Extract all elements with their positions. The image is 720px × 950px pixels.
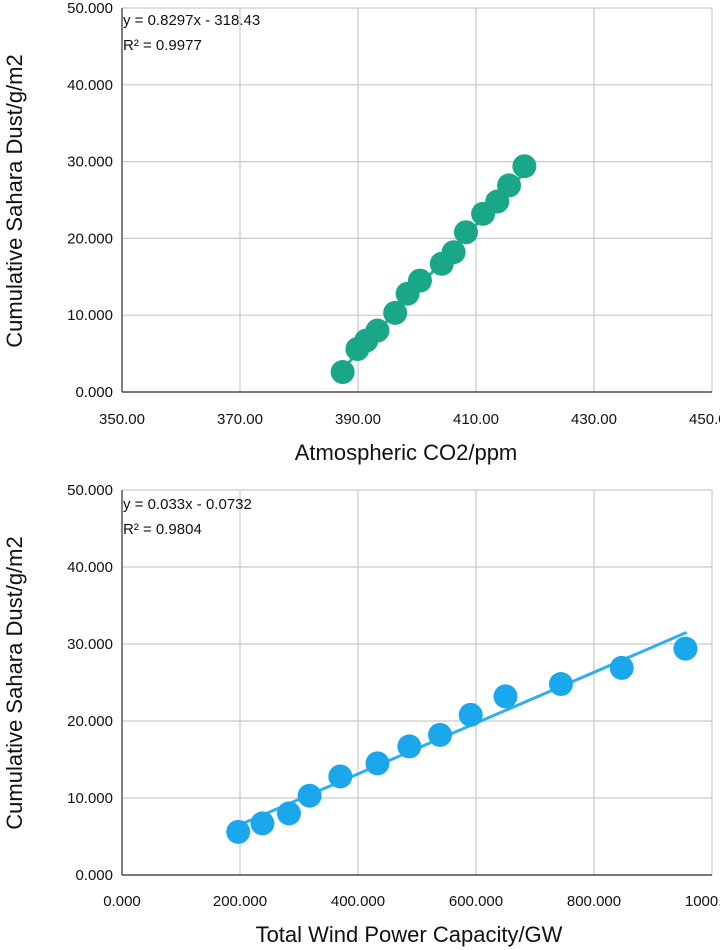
y-tick-label: 40.000 (67, 77, 113, 94)
data-point (407, 268, 432, 293)
y-axis-label: Cumulative Sahara Dust/g/m2 (2, 54, 27, 347)
y-axis-label: Cumulative Sahara Dust/g/m2 (2, 536, 27, 829)
y-tick-label: 30.000 (67, 154, 113, 171)
gridlines (122, 489, 713, 875)
x-tick-label: 200.000 (213, 893, 267, 910)
data-point (453, 220, 478, 245)
x-tick-label: 600.000 (449, 893, 503, 910)
data-point (328, 764, 353, 789)
x-tick-labels: 350.00 370.00 390.00 410.00 430.00 450.00 (99, 411, 720, 428)
data-point (383, 300, 408, 325)
data-point (330, 360, 355, 385)
y-tick-label: 30.000 (67, 636, 113, 653)
x-tick-label: 400.000 (331, 893, 385, 910)
data-point (493, 684, 518, 709)
x-tick-label: 800.000 (567, 893, 621, 910)
trendline-equation: y = 0.033x - 0.0732 (123, 496, 252, 513)
y-tick-label: 0.000 (75, 384, 113, 401)
y-tick-label: 50.000 (67, 0, 113, 17)
x-tick-label: 370.00 (217, 411, 263, 428)
gridlines (122, 7, 713, 392)
axes (121, 490, 712, 876)
data-point (365, 751, 390, 776)
data-point (365, 318, 390, 343)
data-point (609, 655, 634, 680)
data-point (428, 722, 453, 747)
data-point (226, 819, 251, 844)
trendline-equation: y = 0.8297x - 318.43 (123, 12, 260, 29)
y-tick-label: 10.000 (67, 790, 113, 807)
y-tick-label: 20.000 (67, 713, 113, 730)
x-tick-label: 1000.00 (685, 893, 720, 910)
data-point (673, 636, 698, 661)
x-tick-label: 430.00 (571, 411, 617, 428)
x-axis-label: Total Wind Power Capacity/GW (256, 922, 563, 947)
x-tick-labels: 0.000 200.000 400.000 600.000 800.000 1000.00 (103, 893, 720, 910)
data-point (548, 672, 573, 697)
y-tick-label: 50.000 (67, 482, 113, 499)
co2-dust-chart: 350.00 370.00 390.00 410.00 430.00 450.00 0.0… (2, 0, 720, 465)
y-tick-labels: 0.000 10.000 20.000 30.000 40.000 50.000 (67, 482, 113, 884)
data-point (250, 811, 275, 836)
data-point (497, 173, 522, 198)
data-point (458, 702, 483, 727)
data-points (330, 154, 537, 385)
data-point (441, 240, 466, 265)
x-tick-label: 410.00 (453, 411, 499, 428)
x-axis-label: Atmospheric CO2/ppm (295, 440, 518, 465)
data-point (397, 734, 422, 759)
y-tick-label: 0.000 (75, 867, 113, 884)
trendline-r2: R² = 0.9804 (123, 521, 202, 538)
y-tick-label: 10.000 (67, 307, 113, 324)
x-tick-label: 350.00 (99, 411, 145, 428)
y-tick-label: 40.000 (67, 559, 113, 576)
wind-dust-chart: 0.000 200.000 400.000 600.000 800.000 1000.00… (2, 482, 720, 947)
trendline-r2: R² = 0.9977 (123, 37, 202, 54)
x-tick-label: 390.00 (335, 411, 381, 428)
x-tick-label: 450.00 (689, 411, 720, 428)
y-tick-label: 20.000 (67, 230, 113, 247)
data-point (512, 154, 537, 179)
data-point (276, 801, 301, 826)
axes (121, 8, 712, 393)
x-tick-label: 0.000 (103, 893, 141, 910)
y-tick-labels: 0.000 10.000 20.000 30.000 40.000 50.000 (67, 0, 113, 401)
data-point (297, 783, 322, 808)
data-points (226, 636, 698, 844)
